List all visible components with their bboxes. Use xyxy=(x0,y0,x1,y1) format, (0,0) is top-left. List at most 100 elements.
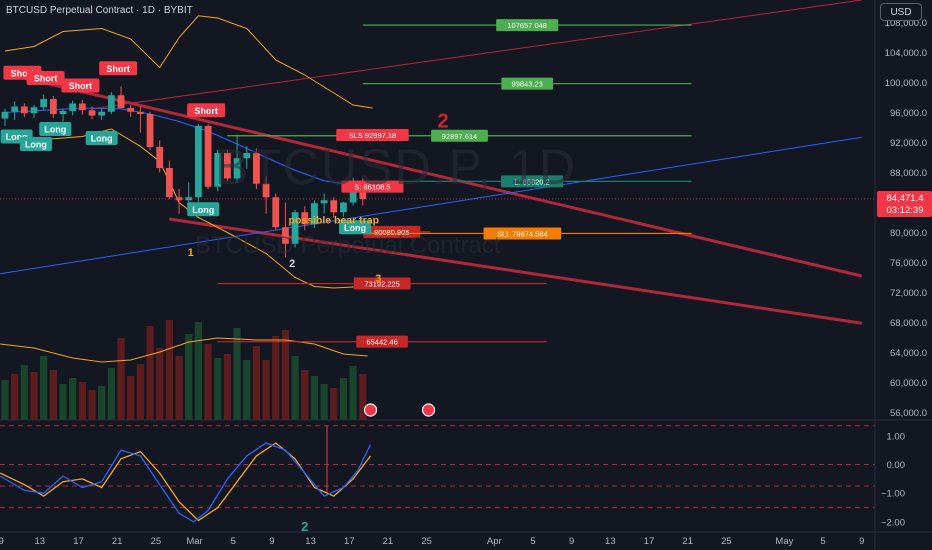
candle-body xyxy=(224,153,231,179)
oscillator-d-line xyxy=(0,442,372,522)
volume-bar xyxy=(175,356,183,420)
candle-body xyxy=(40,99,48,108)
short-signal-label: Short xyxy=(34,74,58,84)
candle-body xyxy=(233,158,241,179)
volume-bar xyxy=(88,390,96,420)
candle-body xyxy=(146,114,154,147)
candle-body xyxy=(107,95,115,112)
volume-pane xyxy=(0,320,436,420)
price-tick-label: 92,000.0 xyxy=(890,138,927,149)
oscillator-tick-label: 1.00 xyxy=(887,431,906,442)
price-tick-label: 100,000.0 xyxy=(885,78,927,89)
candle-body xyxy=(320,200,328,204)
event-marker xyxy=(363,403,378,417)
candle-body xyxy=(253,153,260,184)
short-signal-badge xyxy=(61,78,100,93)
price-level-label: 65442.46 xyxy=(366,338,397,347)
oscillator-tick-label: −2.00 xyxy=(881,517,905,528)
oscillator-pane: 2 xyxy=(0,425,875,534)
currency-button[interactable]: USD xyxy=(880,3,922,21)
long-signal-label: Long xyxy=(91,134,113,144)
volume-bar xyxy=(301,370,309,420)
volume-bar xyxy=(243,360,251,420)
long-signal-label: Long xyxy=(6,132,28,142)
price-level-label: L: 86820.2 xyxy=(514,177,549,186)
time-tick-label: Mar xyxy=(186,536,202,547)
oscillator-tick-label: −1.00 xyxy=(881,489,905,500)
price-level-label: 99843.23 xyxy=(512,80,543,89)
price-level-tag xyxy=(496,19,559,32)
volume-bar xyxy=(20,365,28,420)
price-tick-label: 68,000.0 xyxy=(890,318,927,329)
short-signal-label: Short xyxy=(106,64,130,74)
candle-body xyxy=(185,197,193,201)
price-tick-label: 56,000.0 xyxy=(890,408,927,419)
candle-body xyxy=(301,212,309,225)
time-tick-label: 9 xyxy=(859,536,864,547)
price-level-tag xyxy=(431,129,488,142)
candle-body xyxy=(98,111,106,116)
price-level-tag xyxy=(501,175,564,188)
time-tick-label: 9 xyxy=(569,536,574,547)
volume-bar xyxy=(233,328,241,420)
oscillator-k-line xyxy=(0,442,372,523)
price-axis-background xyxy=(875,0,932,550)
current-price-tag xyxy=(877,190,932,217)
price-tick-label: 76,000.0 xyxy=(890,258,927,269)
candle-body xyxy=(156,147,164,168)
name-watermark: BTCUSD Perpetual Contract xyxy=(195,232,501,259)
price-level-label: S: 86108.5 xyxy=(354,183,390,192)
price-level-lines: 107657.048 99843.23 92897.614 L: 86820.2 S: … xyxy=(217,19,692,348)
long-signal-badge xyxy=(339,220,372,235)
price-level-tag xyxy=(353,277,411,290)
bar-countdown-label: 03:12:39 xyxy=(887,205,924,216)
candle-body xyxy=(127,108,135,112)
signal-labels: ShortShortShortShortShortLongLongLongLon… xyxy=(0,61,449,285)
candle-body xyxy=(204,126,212,187)
volume-bar xyxy=(11,374,19,420)
candle-body xyxy=(175,197,183,201)
oscillator-tick-label: 0.00 xyxy=(887,460,906,471)
price-tick-label: 108,000.0 xyxy=(885,18,927,29)
price-tick-label: 88,000.0 xyxy=(890,168,927,179)
time-tick-label: 5 xyxy=(530,536,535,547)
volume-bar xyxy=(291,356,299,420)
volume-bar xyxy=(30,372,38,420)
time-tick-label: 9 xyxy=(269,536,274,547)
candle-body xyxy=(291,212,299,244)
candle-body xyxy=(272,197,280,228)
long-signal-badge xyxy=(39,122,72,136)
candle-body xyxy=(69,103,77,111)
short-signal-label: Short xyxy=(69,81,93,91)
price-tick-label: 72,000.0 xyxy=(890,288,927,299)
candle-body xyxy=(282,227,289,244)
short-signal-badge xyxy=(26,71,65,85)
long-signal-badge xyxy=(187,202,220,217)
candle-body xyxy=(262,183,270,198)
time-tick-label: 13 xyxy=(605,536,616,547)
time-tick-label: 5 xyxy=(231,536,236,547)
candle-body xyxy=(311,203,318,225)
volume-moving-average xyxy=(0,337,368,363)
volume-bar xyxy=(107,368,115,420)
volume-bar xyxy=(136,364,144,420)
volume-bar xyxy=(204,344,212,420)
price-level-label: 73192.225 xyxy=(364,280,399,289)
price-tick-label: 60,000.0 xyxy=(890,378,927,389)
time-tick-label: 21 xyxy=(383,536,394,547)
trend-line xyxy=(0,136,862,275)
volume-bar xyxy=(223,354,232,420)
candle-body xyxy=(195,126,202,198)
long-signal-label: Long xyxy=(44,125,66,135)
symbol-watermark: BTCUSD.P, 1D xyxy=(215,139,578,195)
volume-bar xyxy=(194,322,202,420)
short-signal-label: Short xyxy=(194,106,218,116)
price-level-label: 92897.614 xyxy=(442,132,477,141)
price-tick-label: 80,000.0 xyxy=(890,228,927,239)
chart-annotation: possible bear trap xyxy=(289,215,379,227)
volume-bar xyxy=(330,388,338,420)
volume-bar xyxy=(69,378,77,420)
long-signal-badge xyxy=(19,137,52,151)
